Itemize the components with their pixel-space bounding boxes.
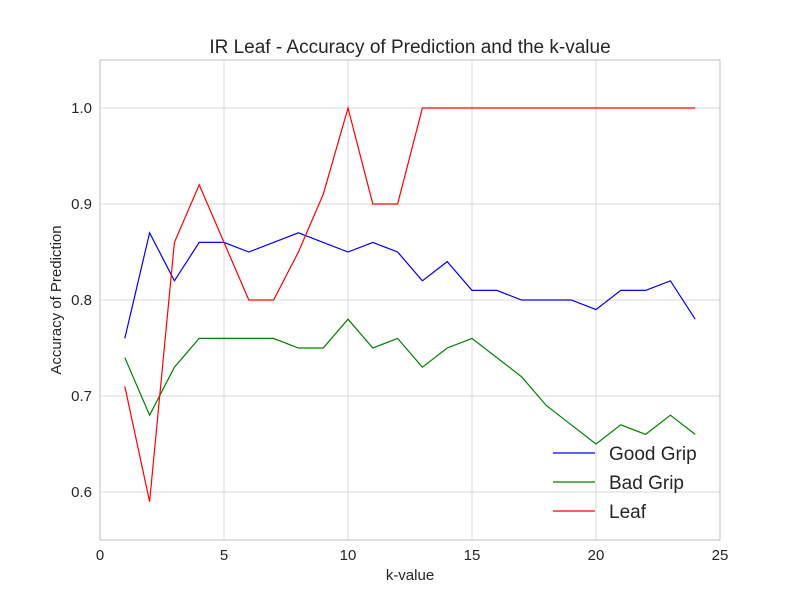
- x-tick-label: 10: [340, 547, 357, 564]
- plot-frame: [99, 59, 721, 541]
- y-tick-label: 0.7: [71, 388, 92, 405]
- x-tick-label: 25: [712, 547, 729, 564]
- legend: Good Grip Bad Grip Leaf: [553, 444, 697, 523]
- series-lines: [124, 105, 696, 502]
- legend-label: Bad Grip: [609, 473, 684, 494]
- y-tick-label: 0.8: [71, 292, 92, 309]
- x-tick-label: 20: [588, 547, 605, 564]
- tick-labels: 0 5 10 15 20 25 0.6 0.7 0.8 0.9 1.0: [71, 100, 728, 564]
- legend-label: Good Grip: [609, 444, 697, 465]
- x-tick-label: 0: [96, 547, 104, 564]
- y-tick-label: 1.0: [71, 100, 92, 117]
- series-line-good-grip: [124, 231, 696, 339]
- y-tick-label: 0.9: [71, 196, 92, 213]
- x-axis-label: k-value: [386, 567, 434, 584]
- x-tick-label: 15: [464, 547, 481, 564]
- series-line-leaf: [124, 105, 696, 502]
- series-line-bad-grip: [124, 318, 696, 445]
- legend-label: Leaf: [609, 502, 647, 523]
- y-axis-label: Accuracy of Prediction: [48, 225, 65, 374]
- x-tick-label: 5: [220, 547, 228, 564]
- y-tick-label: 0.6: [71, 484, 92, 501]
- chart-title: IR Leaf - Accuracy of Prediction and the…: [209, 37, 610, 58]
